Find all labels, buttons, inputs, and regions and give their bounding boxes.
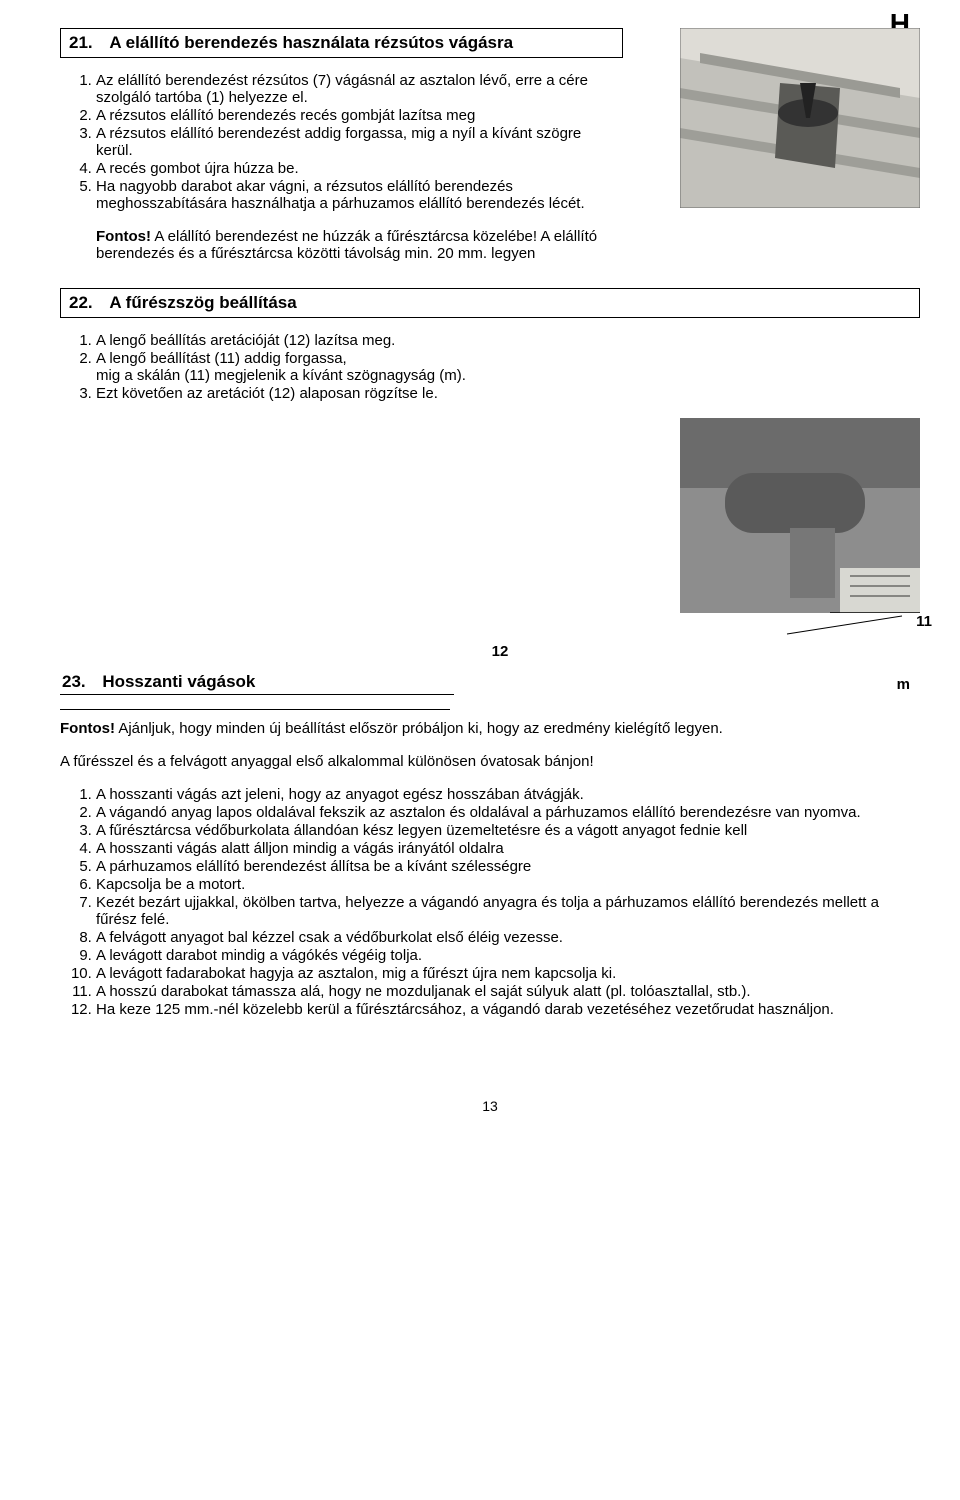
list-item: A lengő beállítás aretációját (12) lazít… xyxy=(96,332,920,349)
list-item: A levágott darabot mindig a vágókés végé… xyxy=(96,947,920,964)
list-item: A vágandó anyag lapos oldalával fekszik … xyxy=(96,804,920,821)
section-23-title: Hosszanti vágások xyxy=(102,672,255,691)
list-item: A rézsutos elállító berendezés recés gom… xyxy=(96,107,615,124)
section-21-left: 21. A elállító berendezés használata réz… xyxy=(60,28,615,262)
list-item: A párhuzamos elállító berendezést állíts… xyxy=(96,858,920,875)
section-23-intro: A fűrésszel és a felvágott anyaggal első… xyxy=(60,753,920,770)
list-item: A hosszú darabokat támassza alá, hogy ne… xyxy=(96,983,920,1000)
label-12: 12 xyxy=(180,643,820,660)
section-22-title: A fűrészszög beállítása xyxy=(109,293,296,312)
photo-2 xyxy=(680,418,920,613)
section-21-container: 21. A elállító berendezés használata réz… xyxy=(60,28,920,262)
section-23-list: A hosszanti vágás azt jeleni, hogy az an… xyxy=(96,786,920,1018)
list-item: Kapcsolja be a motort. xyxy=(96,876,920,893)
list-item: A hosszanti vágás azt jeleni, hogy az an… xyxy=(96,786,920,803)
section-23-rule xyxy=(60,709,450,710)
note-label: Fontos! xyxy=(96,228,151,245)
list-item: Kezét bezárt ujjakkal, ökölben tartva, h… xyxy=(96,894,920,928)
list-item: A fűrésztárcsa védőburkolata állandóan k… xyxy=(96,822,920,839)
section-22-list: A lengő beállítás aretációját (12) lazít… xyxy=(96,332,920,402)
section-21-number: 21. xyxy=(69,33,93,52)
section-23-note: Fontos! Ajánljuk, hogy minden új beállít… xyxy=(60,720,920,737)
page-number: 13 xyxy=(60,1098,920,1114)
list-item: Ezt követően az aretációt (12) alaposan … xyxy=(96,385,920,402)
note-text: Ajánljuk, hogy minden új beállítást elős… xyxy=(115,720,723,737)
list-item: A hosszanti vágás alatt álljon mindig a … xyxy=(96,840,920,857)
section-21-title: A elállító berendezés használata rézsúto… xyxy=(109,33,513,52)
note-label: Fontos! xyxy=(60,720,115,737)
section-21-heading-box: 21. A elállító berendezés használata réz… xyxy=(60,28,623,58)
section-21-list: Az elállító berendezést rézsútos (7) vág… xyxy=(96,72,615,212)
section-23-number: 23. xyxy=(62,672,86,691)
section-23-heading-box: 23. Hosszanti vágások xyxy=(60,668,454,695)
section-21-note: Fontos! A elállító berendezést ne húzzák… xyxy=(96,228,615,262)
photo-1 xyxy=(680,28,920,208)
label-m: m xyxy=(897,676,910,693)
label-11: 11 xyxy=(916,613,932,630)
list-item: A rézsutos elállító berendezést addig fo… xyxy=(96,125,615,159)
list-item: Az elállító berendezést rézsútos (7) vág… xyxy=(96,72,615,106)
list-item: A lengő beállítást (11) addig forgassa, … xyxy=(96,350,920,384)
list-item: A recés gombot újra húzza be. xyxy=(96,160,615,177)
section-22-number: 22. xyxy=(69,293,93,312)
list-item: Ha keze 125 mm.-nél közelebb kerül a fűr… xyxy=(96,1001,920,1018)
note-text: A elállító berendezést ne húzzák a fűrés… xyxy=(96,228,597,262)
list-item: Ha nagyobb darabot akar vágni, a rézsuto… xyxy=(96,178,615,212)
list-item: A levágott fadarabokat hagyja az asztalo… xyxy=(96,965,920,982)
section-22-heading-box: 22. A fűrészszög beállítása xyxy=(60,288,920,318)
list-item: A felvágott anyagot bal kézzel csak a vé… xyxy=(96,929,920,946)
